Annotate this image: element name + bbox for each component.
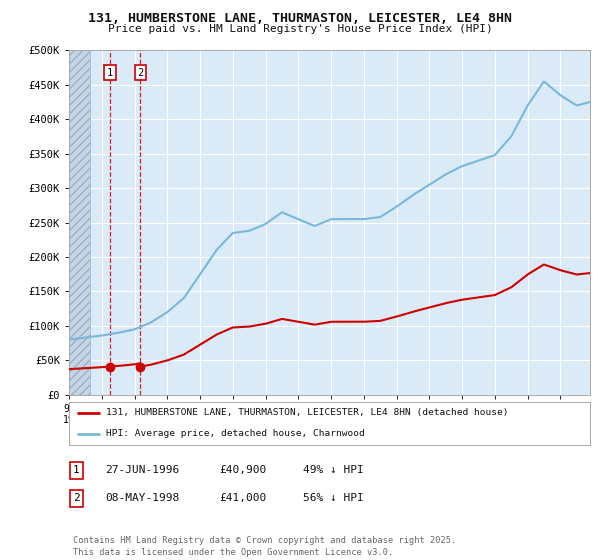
Bar [69, 50, 90, 395]
Text: £41,000: £41,000 [219, 493, 266, 503]
Text: £40,900: £40,900 [219, 465, 266, 475]
Text: 131, HUMBERSTONE LANE, THURMASTON, LEICESTER, LE4 8HN (detached house): 131, HUMBERSTONE LANE, THURMASTON, LEICE… [106, 408, 509, 417]
Text: 2: 2 [137, 68, 143, 78]
Text: Price paid vs. HM Land Registry's House Price Index (HPI): Price paid vs. HM Land Registry's House … [107, 24, 493, 34]
Text: 1: 1 [107, 68, 113, 78]
Text: 2: 2 [73, 493, 80, 503]
Bar [69, 50, 90, 395]
Text: 1: 1 [73, 465, 80, 475]
Text: 08-MAY-1998: 08-MAY-1998 [105, 493, 179, 503]
Text: 131, HUMBERSTONE LANE, THURMASTON, LEICESTER, LE4 8HN: 131, HUMBERSTONE LANE, THURMASTON, LEICE… [88, 12, 512, 25]
Text: HPI: Average price, detached house, Charnwood: HPI: Average price, detached house, Char… [106, 430, 365, 438]
Text: Contains HM Land Registry data © Crown copyright and database right 2025.
This d: Contains HM Land Registry data © Crown c… [73, 536, 457, 557]
Text: 56% ↓ HPI: 56% ↓ HPI [303, 493, 364, 503]
Text: 27-JUN-1996: 27-JUN-1996 [105, 465, 179, 475]
Text: 49% ↓ HPI: 49% ↓ HPI [303, 465, 364, 475]
